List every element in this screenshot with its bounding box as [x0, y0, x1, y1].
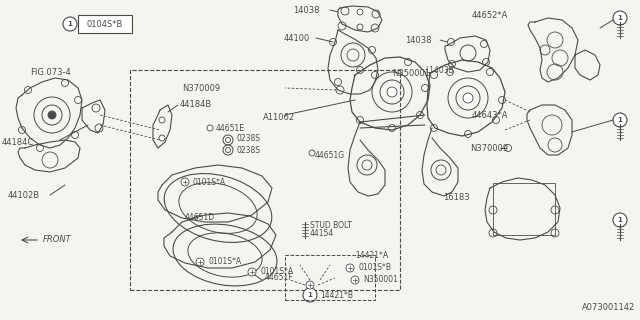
Text: 16183: 16183: [444, 194, 470, 203]
Circle shape: [181, 178, 189, 186]
Text: 44651E: 44651E: [216, 124, 245, 132]
Circle shape: [248, 268, 256, 276]
Text: 44102B: 44102B: [8, 190, 40, 199]
Text: 0101S*A: 0101S*A: [260, 268, 293, 276]
Text: 14038: 14038: [294, 5, 320, 14]
Circle shape: [613, 11, 627, 25]
Text: N370009: N370009: [470, 143, 508, 153]
Circle shape: [48, 111, 56, 119]
Text: 44643*A: 44643*A: [472, 110, 508, 119]
Circle shape: [463, 93, 473, 103]
Circle shape: [196, 258, 204, 266]
Text: 0101S*A: 0101S*A: [192, 178, 225, 187]
Text: 0104S*B: 0104S*B: [87, 20, 123, 28]
Text: 44651D: 44651D: [185, 213, 215, 222]
Text: 14038: 14038: [406, 36, 432, 44]
Bar: [493, 183, 555, 235]
Text: 0101S*B: 0101S*B: [358, 263, 391, 273]
Text: 14421*B: 14421*B: [320, 291, 353, 300]
FancyBboxPatch shape: [78, 15, 132, 33]
Circle shape: [613, 113, 627, 127]
Text: 14421*A: 14421*A: [355, 251, 388, 260]
Text: 1: 1: [308, 292, 312, 298]
Text: L1403B: L1403B: [425, 66, 454, 75]
Text: 0238S: 0238S: [236, 133, 260, 142]
Circle shape: [306, 281, 314, 289]
Circle shape: [387, 87, 397, 97]
Text: STUD BOLT: STUD BOLT: [310, 220, 352, 229]
Circle shape: [303, 288, 317, 302]
Text: 44651G: 44651G: [315, 150, 345, 159]
Text: 44100: 44100: [284, 34, 310, 43]
Text: 44184C: 44184C: [2, 138, 35, 147]
Text: 0101S*A: 0101S*A: [208, 258, 241, 267]
Text: 0238S: 0238S: [236, 146, 260, 155]
Text: 44651F: 44651F: [265, 274, 294, 283]
Text: 44184B: 44184B: [180, 100, 212, 108]
Text: 44652*A: 44652*A: [472, 11, 508, 20]
Text: N370009: N370009: [182, 84, 220, 92]
Circle shape: [63, 17, 77, 31]
Bar: [130, 70, 400, 290]
Text: 1: 1: [618, 217, 623, 223]
Circle shape: [346, 264, 354, 272]
Text: 1: 1: [618, 117, 623, 123]
Circle shape: [351, 276, 359, 284]
Text: 44154: 44154: [310, 228, 334, 237]
Circle shape: [613, 213, 627, 227]
Text: N350001: N350001: [363, 276, 398, 284]
Text: A073001142: A073001142: [582, 303, 635, 313]
Text: FRONT: FRONT: [43, 236, 72, 244]
Text: 1: 1: [68, 21, 72, 27]
Text: N350001: N350001: [392, 68, 430, 77]
Text: 1: 1: [618, 15, 623, 21]
Text: A11062: A11062: [263, 113, 295, 122]
Text: FIG.073-4: FIG.073-4: [30, 68, 71, 76]
Bar: [285, 255, 375, 300]
